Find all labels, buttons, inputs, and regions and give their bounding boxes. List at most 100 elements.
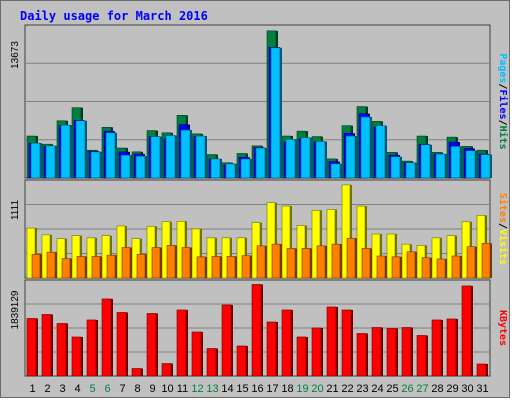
bar-sites xyxy=(377,256,385,278)
bar-sites xyxy=(122,248,130,278)
day-label: 27 xyxy=(416,383,428,395)
bar-sites xyxy=(257,246,265,278)
panel-legend: Pages/Files/Hits xyxy=(497,53,509,149)
bar-pages xyxy=(421,145,430,178)
bar-kbytes xyxy=(207,348,216,376)
bar-pages xyxy=(391,157,400,178)
bar-pages xyxy=(166,136,175,178)
legend-entry: Visits xyxy=(497,229,509,265)
bar-sites xyxy=(182,248,190,278)
bar-pages xyxy=(376,126,385,178)
bar-kbytes xyxy=(27,318,36,376)
bar-kbytes xyxy=(327,307,336,376)
bar-kbytes xyxy=(477,364,486,376)
day-label: 3 xyxy=(59,383,65,395)
bar-kbytes xyxy=(72,337,81,376)
bar-sites xyxy=(47,252,55,278)
bar-pages xyxy=(106,133,115,178)
panel-legend: Sites/Visits xyxy=(497,193,509,265)
day-label: 19 xyxy=(296,383,308,395)
bar-sites xyxy=(287,248,295,278)
bar-kbytes xyxy=(192,332,201,376)
bar-sites xyxy=(437,259,445,278)
day-label: 23 xyxy=(356,383,368,395)
day-label: 28 xyxy=(431,383,443,395)
bar-kbytes xyxy=(387,328,396,376)
bar-kbytes xyxy=(87,320,96,376)
bar-sites xyxy=(317,246,325,278)
bar-kbytes xyxy=(357,333,366,376)
bar-sites xyxy=(227,256,235,278)
bar-sites xyxy=(452,256,460,278)
bar-kbytes xyxy=(237,346,246,376)
bar-kbytes xyxy=(132,368,141,376)
day-label: 7 xyxy=(119,383,125,395)
day-label: 10 xyxy=(161,383,173,395)
day-label: 6 xyxy=(104,383,110,395)
bar-pages xyxy=(76,121,85,178)
bar-sites xyxy=(107,255,115,278)
bar-sites xyxy=(77,256,85,278)
bar-pages xyxy=(271,48,280,178)
day-label: 4 xyxy=(74,383,80,395)
bar-kbytes xyxy=(57,323,66,376)
bar-kbytes xyxy=(402,327,411,376)
bar-sites xyxy=(212,256,220,278)
bar-sites xyxy=(32,254,40,278)
bar-pages xyxy=(286,139,295,178)
day-label: 11 xyxy=(177,383,188,395)
day-label: 14 xyxy=(221,383,233,395)
day-label: 21 xyxy=(326,383,338,395)
bar-sites xyxy=(272,244,280,278)
panel-max-label: 1111 xyxy=(10,200,21,220)
bar-kbytes xyxy=(117,312,126,376)
legend-entry: KBytes xyxy=(497,310,508,346)
legend-entry: Pages xyxy=(497,53,508,83)
bar-pages xyxy=(346,136,355,178)
bar-pages xyxy=(406,163,415,178)
bar-sites xyxy=(302,248,310,278)
panel-kbytes: 1839129 KBytes xyxy=(10,280,508,376)
day-label: 2 xyxy=(44,383,50,395)
bar-kbytes xyxy=(282,310,291,376)
bar-sites xyxy=(92,256,100,278)
bar-kbytes xyxy=(447,319,456,376)
day-label: 30 xyxy=(461,383,473,395)
bar-kbytes xyxy=(222,305,231,376)
bar-pages xyxy=(121,155,130,178)
legend-entry: Hits xyxy=(497,126,509,150)
bar-kbytes xyxy=(297,337,306,376)
bar-sites xyxy=(482,243,490,278)
bar-kbytes xyxy=(432,320,441,376)
bar-pages xyxy=(301,138,310,178)
bar-kbytes xyxy=(42,314,51,376)
bar-kbytes xyxy=(147,313,156,376)
panel-max-label: 13673 xyxy=(10,41,21,69)
bar-kbytes xyxy=(312,328,321,376)
bar-sites xyxy=(167,245,175,278)
bar-sites xyxy=(62,259,70,278)
bar-pages xyxy=(151,137,160,178)
day-label: 13 xyxy=(206,383,218,395)
day-label: 15 xyxy=(236,383,248,395)
bar-pages xyxy=(181,130,190,178)
bar-sites xyxy=(362,248,370,278)
panel-hits-files-pages: 13673 Pages/Files/Hits xyxy=(10,25,509,178)
day-label: 8 xyxy=(134,383,140,395)
panel-visits-sites: 1111 Sites/Visits xyxy=(10,180,509,278)
bar-pages xyxy=(451,146,460,178)
bar-pages xyxy=(61,125,70,178)
bar-kbytes xyxy=(162,363,171,376)
bar-sites xyxy=(422,258,430,278)
day-label: 9 xyxy=(149,383,155,395)
legend-entry: Files xyxy=(497,89,509,119)
bar-kbytes xyxy=(417,335,426,376)
bar-kbytes xyxy=(102,299,111,376)
bar-pages xyxy=(211,159,220,178)
bar-pages xyxy=(91,152,100,178)
day-label: 12 xyxy=(191,383,203,395)
day-label: 18 xyxy=(281,383,293,395)
bar-pages xyxy=(196,136,205,178)
bar-pages xyxy=(481,155,490,178)
